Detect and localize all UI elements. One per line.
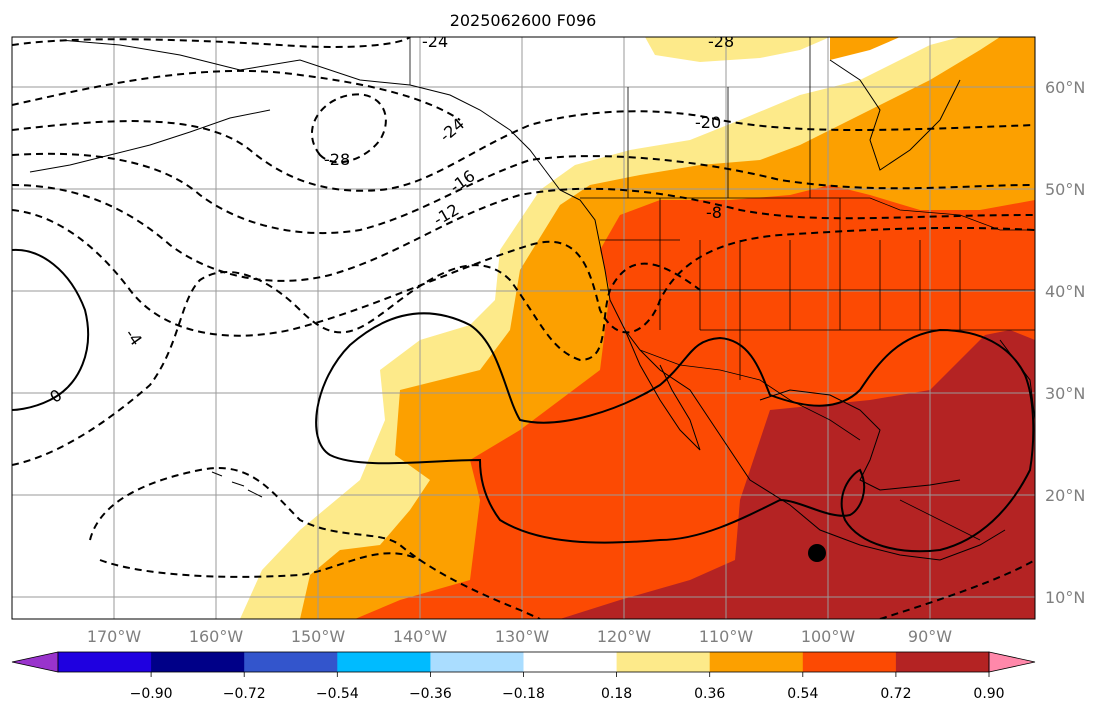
colorbar-tick-label: −0.54 — [316, 686, 359, 702]
contour-neg4-bottom — [99, 552, 421, 578]
contours — [12, 37, 1035, 619]
contour-label-neg8: -8 — [706, 203, 722, 222]
contour-neg8 — [12, 209, 1035, 337]
map-panel: -24 -28 -28 -24 -20 -16 -12 -8 -4 0 — [12, 32, 1035, 619]
colorbar-tick-label: 0.36 — [694, 686, 725, 702]
colorbar-segment — [709, 652, 804, 672]
border-canada-provinces — [627, 37, 811, 198]
contour-neg24-top — [12, 37, 411, 48]
coast-aleutians — [29, 109, 271, 173]
contour-label-neg24-top: -24 — [422, 32, 448, 51]
colorbar-segments — [58, 652, 990, 672]
colorbar-tick-label: −0.90 — [130, 686, 173, 702]
colorbar-segment — [430, 652, 524, 672]
colorbar-segment — [895, 652, 990, 672]
colorbar-segment — [244, 652, 338, 672]
colorbar-extend-left — [11, 651, 59, 673]
coast-baja — [624, 329, 701, 451]
border-us-canada — [580, 197, 1035, 231]
contour-neg12 — [12, 184, 1035, 282]
lon-label-160w: 160°W — [189, 627, 244, 646]
contour-neg24 — [12, 69, 461, 121]
coast-west-north-america — [544, 169, 1006, 561]
contour-label-neg20: -20 — [695, 113, 721, 132]
contour-neg20 — [12, 110, 1035, 192]
longitude-labels: 170°W 160°W 150°W 140°W 130°W 120°W 110°… — [87, 627, 952, 646]
fill-0.72-0.90 — [560, 330, 1035, 619]
latitude-labels: 60°N 50°N 40°N 30°N 20°N 10°N — [1045, 78, 1085, 607]
lon-label-170w: 170°W — [87, 627, 142, 646]
lon-label-140w: 140°W — [393, 627, 448, 646]
contour-neg4-south — [89, 467, 541, 619]
lon-label-100w: 100°W — [801, 627, 856, 646]
contour-neg16 — [12, 152, 1035, 235]
colorbar-segment — [616, 652, 711, 672]
colorbar: −0.90 −0.72 −0.54 −0.36 −0.18 0.18 0.36 0.54 0.7… — [11, 651, 1036, 702]
colorbar-ticks: −0.90 −0.72 −0.54 −0.36 −0.18 0.18 0.36 0.54 0.7… — [130, 672, 1005, 702]
colorbar-tick-label: 0.90 — [973, 686, 1004, 702]
fill-0.18-0.36-top — [645, 37, 830, 62]
lon-label-90w: 90°W — [908, 627, 952, 646]
lon-label-110w: 110°W — [699, 627, 754, 646]
contour-label-neg28-top: -28 — [708, 32, 734, 51]
border-us-states — [600, 198, 1035, 380]
lat-label-20n: 20°N — [1045, 486, 1085, 505]
graticule — [12, 37, 1035, 619]
map-frame — [11, 36, 1036, 620]
fill-0.36-0.54-top — [830, 37, 900, 60]
lat-label-50n: 50°N — [1045, 180, 1085, 199]
colorbar-segment — [802, 652, 897, 672]
figure-title: 2025062600 F096 — [450, 11, 597, 30]
lon-label-150w: 150°W — [291, 627, 346, 646]
colorbar-tick-label: −0.18 — [502, 686, 545, 702]
colorbar-segment — [58, 652, 152, 672]
border-central-america — [899, 499, 981, 541]
contour-zero-west — [12, 248, 90, 411]
colorbar-tick-label: 0.72 — [880, 686, 911, 702]
colorbar-extend-right — [988, 651, 1036, 673]
contour-neg28 — [310, 93, 387, 164]
lat-label-30n: 30°N — [1045, 384, 1085, 403]
storm-marker — [808, 544, 826, 562]
colorbar-segment — [151, 652, 245, 672]
lat-label-40n: 40°N — [1045, 282, 1085, 301]
colorbar-segment — [337, 652, 431, 672]
colorbar-segment — [523, 652, 618, 672]
colorbar-tick-label: 0.18 — [601, 686, 632, 702]
lat-label-60n: 60°N — [1045, 78, 1085, 97]
colorbar-tick-label: −0.72 — [223, 686, 266, 702]
lon-label-120w: 120°W — [597, 627, 652, 646]
coast-hudson-bay — [829, 59, 961, 171]
contour-label-neg28: -28 — [324, 150, 350, 169]
colorbar-tick-label: 0.54 — [787, 686, 818, 702]
coast-gulf-of-mexico — [759, 389, 961, 491]
coast-hawaii — [211, 471, 263, 498]
lon-label-130w: 130°W — [495, 627, 550, 646]
lat-label-10n: 10°N — [1045, 588, 1085, 607]
contour-zero-central — [315, 312, 1035, 553]
colorbar-tick-label: −0.36 — [409, 686, 452, 702]
